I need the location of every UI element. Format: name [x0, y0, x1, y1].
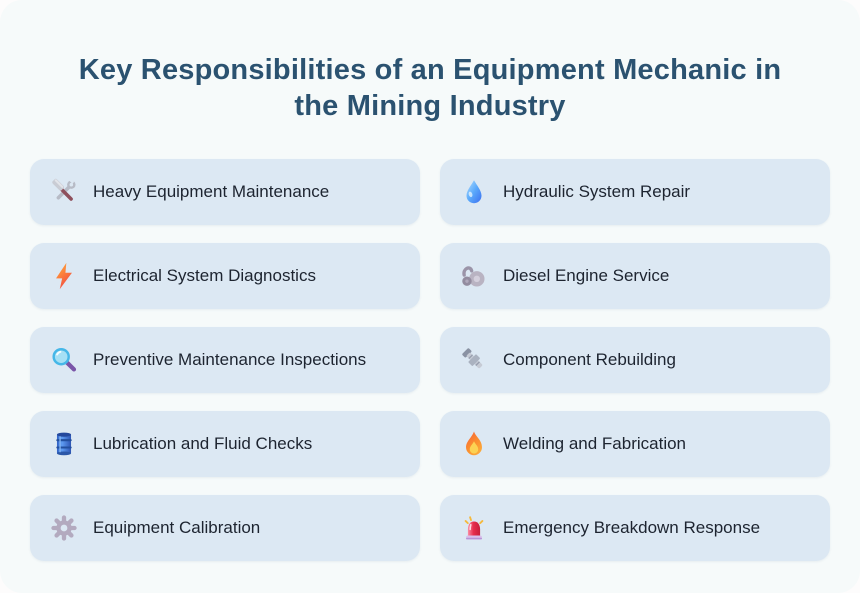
card-electrical-system-diagnostics: Electrical System Diagnostics [30, 243, 420, 309]
hammer-wrench-icon [48, 176, 80, 208]
flame-icon [458, 428, 490, 460]
card-lubrication-and-fluid-checks: Lubrication and Fluid Checks [30, 411, 420, 477]
gear-icon [48, 512, 80, 544]
page-title-line1: Key Responsibilities of an Equipment Mec… [78, 54, 782, 86]
card-label: Diesel Engine Service [503, 266, 670, 285]
card-equipment-calibration: Equipment Calibration [30, 495, 420, 561]
siren-icon [458, 512, 490, 544]
card-label: Emergency Breakdown Response [503, 518, 761, 537]
page-title: Key Responsibilities of an Equipment Mec… [0, 0, 860, 124]
card-diesel-engine-service: Diesel Engine Service [440, 243, 830, 309]
card-label: Lubrication and Fluid Checks [93, 434, 313, 453]
card-label: Heavy Equipment Maintenance [93, 182, 330, 201]
page-title-line2: the Mining Industry [294, 90, 566, 122]
engine-icon [458, 260, 490, 292]
card-heavy-equipment-maintenance: Heavy Equipment Maintenance [30, 159, 420, 225]
card-emergency-breakdown-response: Emergency Breakdown Response [440, 495, 830, 561]
card-label: Component Rebuilding [503, 350, 676, 369]
card-preventive-maintenance-inspections: Preventive Maintenance Inspections [30, 327, 420, 393]
nut-and-bolt-icon [458, 344, 490, 376]
card-label: Hydraulic System Repair [503, 182, 691, 201]
card-hydraulic-system-repair: Hydraulic System Repair [440, 159, 830, 225]
water-droplet-icon [458, 176, 490, 208]
oil-drum-icon [48, 428, 80, 460]
card-component-rebuilding: Component Rebuilding [440, 327, 830, 393]
card-welding-and-fabrication: Welding and Fabrication [440, 411, 830, 477]
card-label: Welding and Fabrication [503, 434, 687, 453]
card-label: Electrical System Diagnostics [93, 266, 316, 285]
magnifying-glass-icon [48, 344, 80, 376]
responsibility-grid: Heavy Equipment Maintenance Hydraulic Sy… [30, 159, 830, 561]
lightning-bolt-icon [48, 260, 80, 292]
card-label: Equipment Calibration [93, 518, 261, 537]
card-label: Preventive Maintenance Inspections [93, 350, 367, 369]
